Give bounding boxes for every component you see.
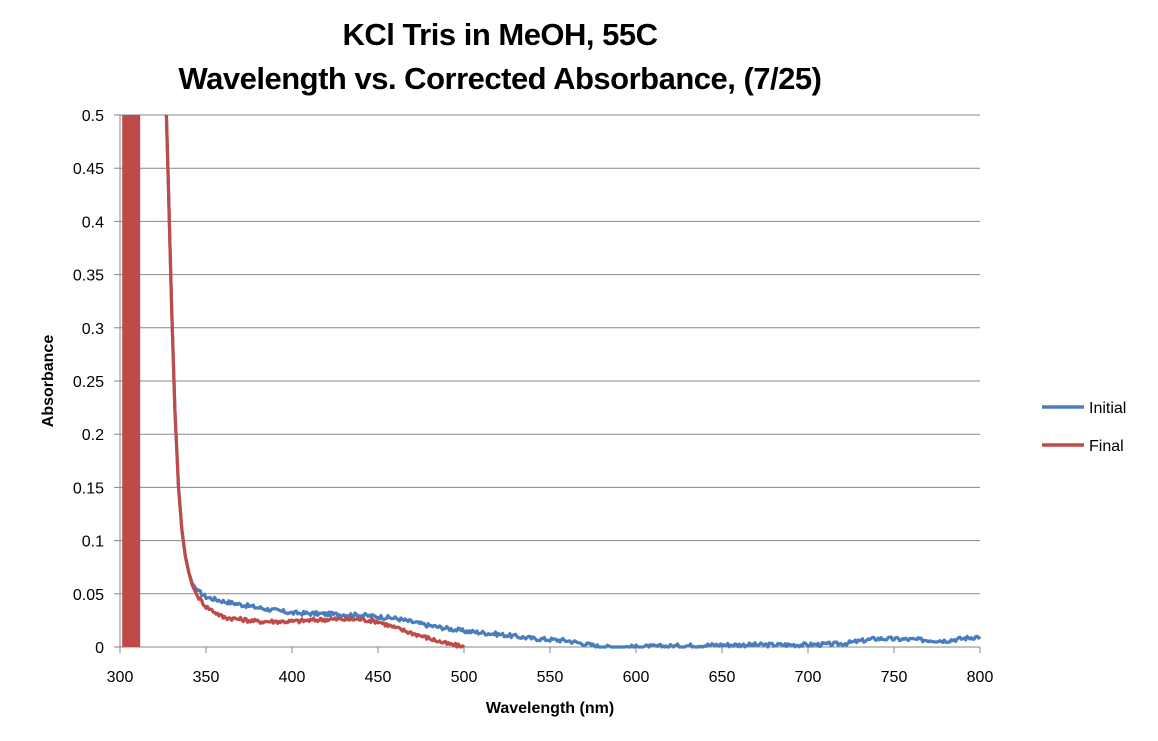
x-tick-label-10: 800: [967, 669, 994, 686]
y-axis-ticks: 0 0.05 0.1 0.15 0.2 0.25 0.3 0.35 0.4 0.45 0.5: [73, 108, 120, 657]
y-tick-label-4: 0.2: [82, 427, 104, 444]
legend-label-final: Final: [1089, 438, 1124, 455]
y-tick-label-2: 0.1: [82, 534, 104, 551]
y-tick-label-6: 0.3: [82, 321, 104, 338]
x-tick-label-1: 350: [193, 669, 220, 686]
x-tick-label-6: 600: [623, 669, 650, 686]
legend: Initial Final: [1042, 400, 1126, 455]
x-tick-label-3: 450: [365, 669, 392, 686]
y-tick-label-8: 0.4: [82, 214, 104, 231]
x-tick-label-8: 700: [795, 669, 822, 686]
x-tick-label-0: 300: [107, 669, 134, 686]
series-final-line: [164, 114, 466, 649]
x-axis-label: Wavelength (nm): [486, 700, 614, 717]
y-tick-label-7: 0.35: [73, 268, 104, 285]
gridlines: [120, 114, 980, 648]
x-tick-label-5: 550: [537, 669, 564, 686]
x-axis-ticks: 300 350 400 450 500 550 600 650 700 750 800: [107, 647, 994, 686]
y-tick-label-5: 0.25: [73, 374, 104, 391]
x-tick-label-9: 750: [881, 669, 908, 686]
y-tick-label-1: 0.05: [73, 587, 104, 604]
series-final: [122, 114, 466, 649]
series-initial-line: [164, 114, 982, 649]
y-axis-label: Absorbance: [40, 335, 57, 428]
legend-label-initial: Initial: [1089, 400, 1126, 417]
y-tick-label-0: 0: [95, 640, 104, 657]
series-lines: [122, 114, 982, 649]
x-tick-label-4: 500: [451, 669, 478, 686]
chart-title: KCl Tris in MeOH, 55C: [342, 17, 658, 52]
x-tick-label-2: 400: [279, 669, 306, 686]
y-tick-label-3: 0.15: [73, 480, 104, 497]
x-tick-label-7: 650: [709, 669, 736, 686]
series-initial: [164, 114, 982, 649]
chart-subtitle: Wavelength vs. Corrected Absorbance, (7/…: [178, 61, 822, 96]
y-tick-label-10: 0.5: [82, 108, 104, 125]
y-tick-label-9: 0.45: [73, 161, 104, 178]
